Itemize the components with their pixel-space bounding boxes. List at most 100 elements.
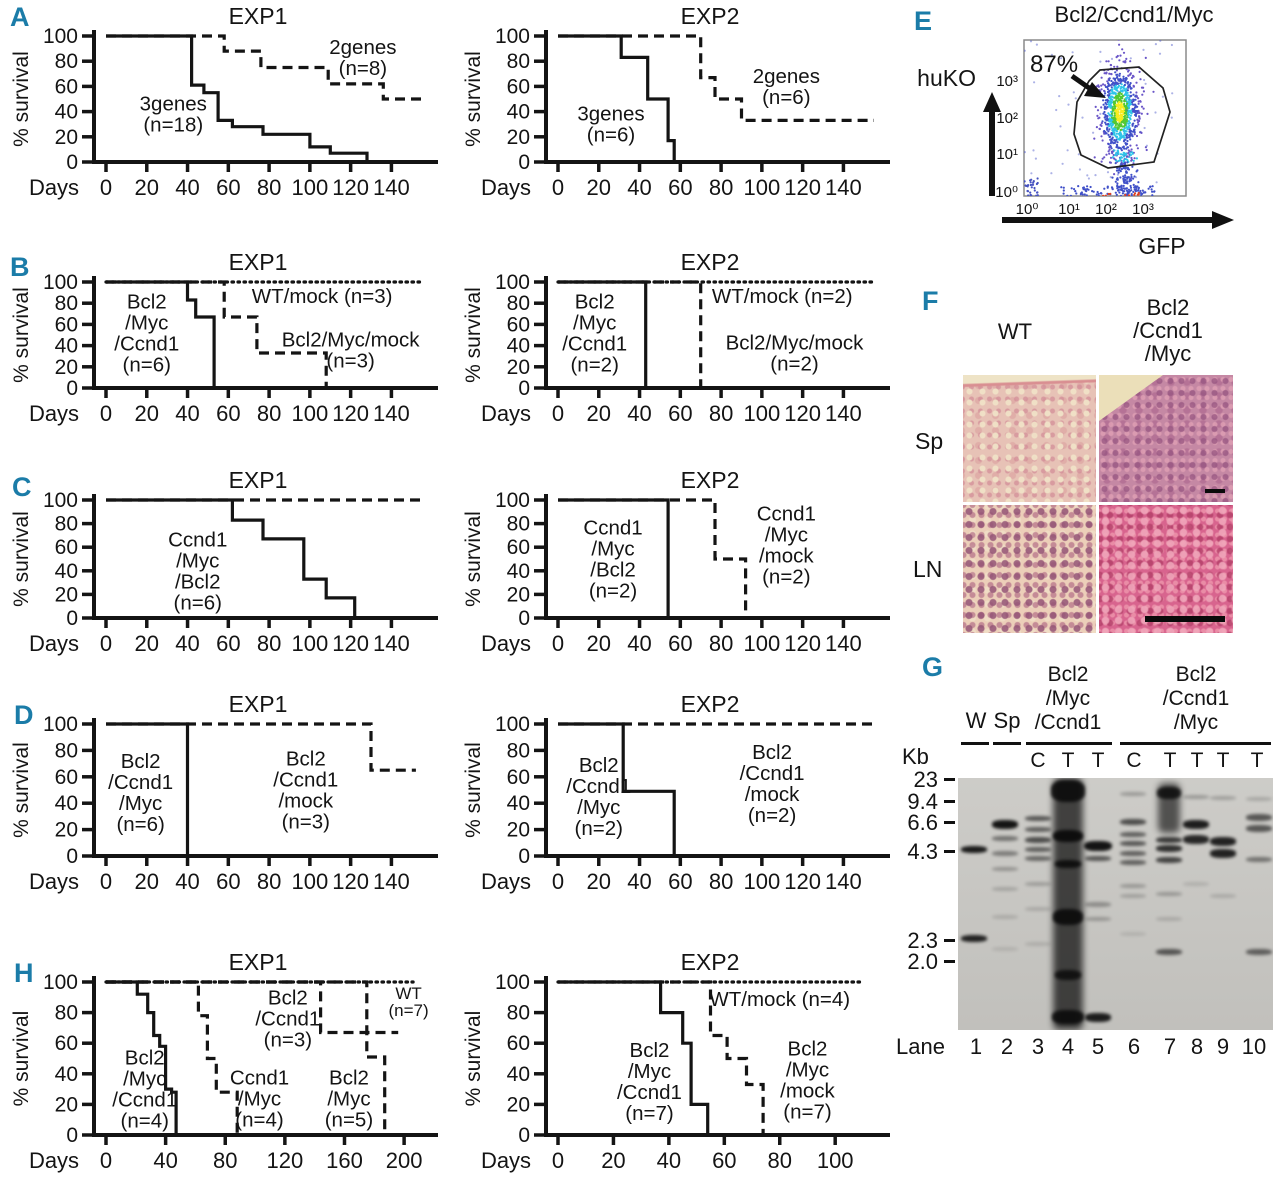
svg-text:0: 0	[552, 401, 564, 426]
blot-marker-tick	[944, 850, 955, 853]
svg-text:Ccnd1/Myc(n=4): Ccnd1/Myc (n=4)	[230, 1066, 289, 1131]
blot-marker-tick	[944, 960, 955, 963]
panel-label-d: D	[14, 700, 34, 730]
svg-text:Bcl2/Myc/Ccnd1(n=4): Bcl2/Myc/Ccnd1 (n=4)	[112, 1047, 177, 1133]
panel-label-e: E	[914, 6, 933, 36]
blot-band	[1156, 836, 1183, 843]
histology-row-label-spleen: Sp	[915, 428, 944, 454]
svg-text:EXP1: EXP1	[229, 691, 288, 717]
blot-group1-line1: Bcl2	[1047, 663, 1089, 686]
svg-text:0: 0	[66, 377, 78, 400]
svg-text:20: 20	[135, 401, 159, 426]
blot-band	[1085, 856, 1112, 862]
svg-text:Bcl2/Myc/mock(n=3): Bcl2/Myc/mock (n=3)	[282, 328, 421, 372]
svg-text:WT(n=7): WT (n=7)	[388, 984, 428, 1020]
svg-text:0: 0	[552, 175, 564, 200]
blot-marker-tick	[944, 821, 955, 824]
blot-band	[1055, 859, 1082, 868]
blot-band	[1209, 894, 1236, 899]
svg-text:20: 20	[507, 126, 530, 149]
svg-text:120: 120	[332, 869, 369, 894]
blot-band	[1055, 969, 1082, 980]
svg-text:GFP: GFP	[1138, 233, 1185, 258]
svg-text:40: 40	[175, 869, 199, 894]
svg-text:Days: Days	[481, 175, 531, 200]
svg-text:0: 0	[100, 1148, 112, 1173]
blot-band	[1183, 794, 1210, 799]
svg-text:0: 0	[66, 845, 78, 868]
svg-text:100: 100	[292, 175, 329, 200]
svg-text:140: 140	[373, 631, 410, 656]
blot-group1-label: Bcl2 /Myc /Ccnd1	[1004, 663, 1132, 735]
blot-band	[1245, 857, 1272, 863]
svg-text:100: 100	[43, 971, 78, 994]
svg-text:% survival: % survival	[462, 511, 485, 607]
svg-text:80: 80	[55, 739, 78, 762]
survival-chart-c-exp1: EXP1 0 20 40 60 80 100% survival 0 20 40 60 80 100 12…	[10, 464, 440, 662]
svg-text:0: 0	[66, 607, 78, 630]
svg-text:80: 80	[709, 869, 733, 894]
blot-group2-line3: /Myc	[1173, 711, 1219, 734]
blot-band	[1119, 884, 1146, 889]
svg-text:20: 20	[135, 631, 159, 656]
blot-ct-label: T	[1190, 749, 1204, 772]
svg-text:% survival: % survival	[462, 51, 485, 147]
svg-text:200: 200	[386, 1148, 423, 1173]
svg-text:20: 20	[587, 631, 611, 656]
svg-text:80: 80	[257, 631, 281, 656]
svg-text:WT/mock (n=3): WT/mock (n=3)	[252, 285, 393, 308]
survival-chart-c-exp2: EXP2 0 20 40 60 80 100% survival 0 20 40 60 80 100 12…	[462, 464, 892, 662]
svg-text:20: 20	[55, 819, 78, 842]
svg-text:60: 60	[216, 869, 240, 894]
blot-band	[1245, 797, 1272, 802]
svg-text:0: 0	[518, 1124, 530, 1147]
survival-chart-h-exp1: EXP1 0 20 40 60 80 100 % survival 0 40 80 120 160 200…	[10, 946, 440, 1179]
blot-ct-label: T	[1250, 749, 1264, 772]
svg-text:100: 100	[744, 175, 781, 200]
scale-bar	[1205, 489, 1225, 493]
svg-text:0: 0	[552, 631, 564, 656]
svg-text:100: 100	[495, 25, 530, 48]
svg-text:40: 40	[55, 792, 78, 815]
svg-text:60: 60	[55, 766, 78, 789]
svg-text:Bcl2/Ccnd1/mock(n=2): Bcl2/Ccnd1/mock (n=2)	[740, 741, 805, 827]
blot-band	[992, 886, 1019, 891]
svg-text:60: 60	[507, 1032, 530, 1055]
svg-text:40: 40	[657, 1148, 681, 1173]
blot-band	[1119, 819, 1146, 826]
svg-text:100: 100	[43, 271, 78, 294]
svg-text:120: 120	[784, 401, 821, 426]
blot-lane-number: 2	[1000, 1034, 1014, 1059]
blot-col-label-w: W	[965, 708, 987, 733]
svg-text:60: 60	[507, 313, 530, 336]
svg-text:60: 60	[55, 313, 78, 336]
blot-ct-label: C	[1030, 749, 1046, 772]
svg-text:Bcl2/Ccnd1/Myc(n=2): Bcl2/Ccnd1/Myc (n=2)	[566, 754, 631, 840]
panel-label-f: F	[922, 286, 939, 316]
svg-text:60: 60	[712, 1148, 736, 1173]
svg-text:% survival: % survival	[10, 742, 33, 838]
svg-text:60: 60	[507, 766, 530, 789]
blot-band	[960, 846, 987, 854]
svg-text:20: 20	[55, 126, 78, 149]
svg-text:0: 0	[100, 869, 112, 894]
blot-band	[1025, 847, 1052, 853]
blot-lane-number: 7	[1163, 1034, 1177, 1059]
svg-text:3genes(n=18): 3genes (n=18)	[140, 93, 207, 137]
svg-text:2genes(n=6): 2genes (n=6)	[753, 65, 820, 109]
svg-text:100: 100	[495, 271, 530, 294]
svg-text:20: 20	[587, 175, 611, 200]
blot-group1-line3: /Ccnd1	[1034, 711, 1102, 734]
histology-image-sp-wt	[963, 375, 1096, 502]
svg-text:100: 100	[43, 489, 78, 512]
blot-band	[1157, 787, 1182, 800]
blot-lane-number: 3	[1031, 1034, 1045, 1059]
svg-text:40: 40	[627, 401, 651, 426]
blot-band	[1119, 792, 1146, 797]
svg-text:40: 40	[627, 869, 651, 894]
panel-label-g: G	[922, 652, 944, 682]
svg-text:80: 80	[768, 1148, 792, 1173]
blot-band	[1119, 894, 1146, 899]
svg-text:20: 20	[55, 1093, 78, 1116]
